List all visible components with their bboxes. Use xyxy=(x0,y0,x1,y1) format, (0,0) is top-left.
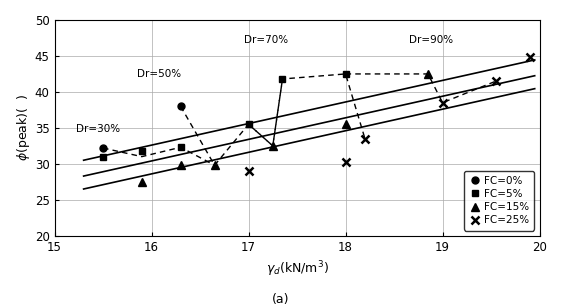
Text: Dr=50%: Dr=50% xyxy=(137,69,181,79)
Text: Dr=30%: Dr=30% xyxy=(76,124,120,134)
X-axis label: $\gamma_d$(kN/m$^3$): $\gamma_d$(kN/m$^3$) xyxy=(265,259,329,279)
Text: Dr=70%: Dr=70% xyxy=(244,35,288,45)
Text: (a): (a) xyxy=(272,293,290,306)
Y-axis label: $\phi$(peak)(  ): $\phi$(peak)( ) xyxy=(15,94,32,162)
Text: Dr=90%: Dr=90% xyxy=(409,35,453,45)
Legend: FC=0%, FC=5%, FC=15%, FC=25%: FC=0%, FC=5%, FC=15%, FC=25% xyxy=(464,171,534,230)
